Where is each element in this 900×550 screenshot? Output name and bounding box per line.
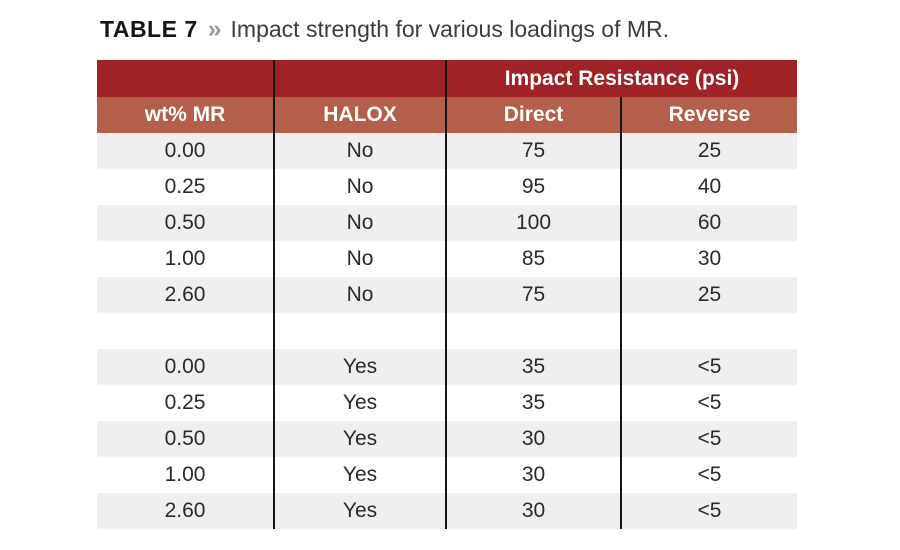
table-cell: 30	[447, 493, 622, 529]
table-row: 0.50 Yes 30 <5	[97, 421, 797, 457]
table-cell: No	[275, 133, 447, 169]
table-cell: 40	[697, 175, 722, 198]
table-row: 1.00 Yes 30 <5	[97, 457, 797, 493]
table-cell: 0.50	[97, 421, 275, 457]
table-cell: 1.00	[97, 241, 275, 277]
empty-header-cell	[97, 60, 275, 97]
chevrons-separator-icon: »	[207, 14, 222, 43]
table-cell	[622, 313, 797, 349]
table-cell: Yes	[275, 457, 447, 493]
table-cell: Yes	[275, 493, 447, 529]
table-cell: 60	[697, 211, 722, 234]
table-cell: 25	[697, 139, 722, 162]
table-cell: 30	[447, 457, 622, 493]
table-cell: 25	[697, 283, 722, 306]
table-cell	[275, 313, 447, 349]
table-cell: 0.00	[97, 133, 275, 169]
column-header-halox: HALOX	[275, 97, 447, 133]
table-cell: Yes	[275, 421, 447, 457]
table-cell: 85	[447, 241, 622, 277]
table-row: 0.25 No 95 40	[97, 169, 797, 205]
table-cell: <5	[697, 391, 722, 414]
table-cell: No	[275, 277, 447, 313]
table-cell: 30	[697, 247, 722, 270]
table-row	[97, 313, 797, 349]
group-header-cell: Impact Resistance (psi)	[504, 66, 740, 90]
table-cell: <5	[697, 355, 722, 378]
table-caption-text: Impact strength for various loadings of …	[230, 15, 670, 42]
table-number: TABLE 7	[100, 15, 198, 42]
table-cell	[447, 313, 622, 349]
impact-strength-table: Impact Resistance (psi) wt% MR HALOX Dir…	[97, 60, 797, 529]
table-cell: 0.50	[97, 205, 275, 241]
column-header-reverse: Reverse	[668, 103, 751, 126]
table-row: 1.00 No 85 30	[97, 241, 797, 277]
table-cell: 35	[447, 349, 622, 385]
table-row: 0.25 Yes 35 <5	[97, 385, 797, 421]
table-cell: No	[275, 241, 447, 277]
table-cell: 75	[447, 133, 622, 169]
table-cell: <5	[697, 427, 722, 450]
table-cell: 30	[447, 421, 622, 457]
table-cell: 75	[447, 277, 622, 313]
table-cell: 2.60	[97, 277, 275, 313]
table-row: 0.00 Yes 35 <5	[97, 349, 797, 385]
table-cell: 35	[447, 385, 622, 421]
table-body: 0.00 No 75 25 0.25 No 95 40 0.50 No 100 60 1.00 No 85 3…	[97, 133, 797, 529]
table-cell: 95	[447, 169, 622, 205]
table-header-row: wt% MR HALOX Direct Reverse	[97, 97, 797, 133]
table-cell: <5	[697, 499, 722, 522]
table-row: 0.50 No 100 60	[97, 205, 797, 241]
table-cell	[97, 313, 275, 349]
table-caption: TABLE 7 » Impact strength for various lo…	[100, 12, 669, 46]
column-header-wt-mr: wt% MR	[97, 97, 275, 133]
table-cell: 1.00	[97, 457, 275, 493]
table-row: 2.60 No 75 25	[97, 277, 797, 313]
table-cell: Yes	[275, 349, 447, 385]
column-header-direct: Direct	[447, 97, 622, 133]
table-cell: <5	[697, 463, 722, 486]
table-row: 2.60 Yes 30 <5	[97, 493, 797, 529]
table-group-header-row: Impact Resistance (psi)	[97, 60, 797, 97]
table-cell: 100	[447, 205, 622, 241]
table-cell: Yes	[275, 385, 447, 421]
table-cell: No	[275, 205, 447, 241]
table-cell: 0.00	[97, 349, 275, 385]
table-row: 0.00 No 75 25	[97, 133, 797, 169]
table-cell: 2.60	[97, 493, 275, 529]
table-cell: 0.25	[97, 385, 275, 421]
table-cell: No	[275, 169, 447, 205]
empty-header-cell	[275, 60, 447, 97]
table-cell: 0.25	[97, 169, 275, 205]
